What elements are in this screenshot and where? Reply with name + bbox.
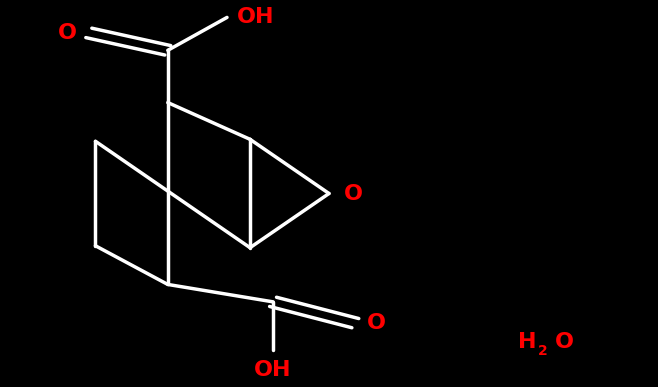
Text: OH: OH bbox=[237, 7, 274, 27]
Text: H: H bbox=[518, 332, 536, 353]
Text: OH: OH bbox=[255, 360, 291, 380]
Text: O: O bbox=[555, 332, 574, 353]
Text: O: O bbox=[343, 183, 363, 204]
Text: O: O bbox=[367, 313, 386, 333]
Text: O: O bbox=[58, 23, 77, 43]
Text: 2: 2 bbox=[538, 344, 548, 358]
